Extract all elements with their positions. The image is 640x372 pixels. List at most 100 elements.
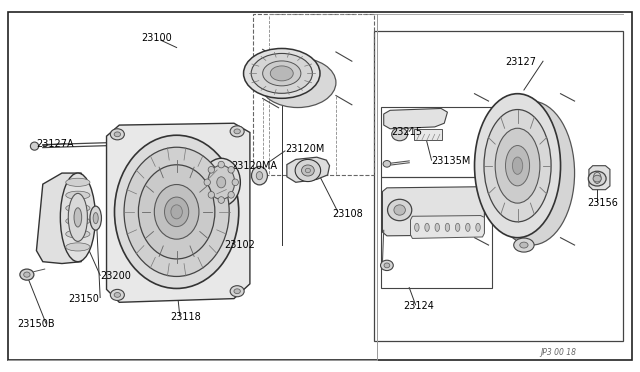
Ellipse shape: [259, 58, 336, 108]
Ellipse shape: [251, 54, 312, 93]
Text: 23127A: 23127A: [36, 138, 74, 148]
Ellipse shape: [262, 61, 301, 86]
Polygon shape: [384, 109, 447, 129]
Ellipse shape: [252, 166, 268, 185]
Ellipse shape: [466, 223, 470, 231]
Ellipse shape: [593, 172, 601, 183]
Text: 23127: 23127: [505, 57, 536, 67]
Ellipse shape: [60, 173, 95, 262]
Ellipse shape: [66, 243, 90, 251]
Ellipse shape: [506, 145, 529, 186]
Text: 23100: 23100: [141, 33, 172, 43]
Ellipse shape: [66, 204, 90, 212]
Ellipse shape: [90, 206, 101, 230]
Ellipse shape: [24, 272, 30, 277]
Ellipse shape: [593, 175, 602, 182]
Ellipse shape: [204, 179, 211, 186]
Ellipse shape: [164, 197, 189, 227]
Ellipse shape: [513, 157, 523, 174]
Ellipse shape: [110, 289, 124, 301]
Ellipse shape: [230, 126, 244, 137]
Ellipse shape: [495, 128, 540, 203]
Ellipse shape: [218, 197, 225, 203]
Ellipse shape: [228, 192, 234, 198]
Ellipse shape: [394, 205, 405, 215]
Ellipse shape: [66, 191, 90, 199]
Ellipse shape: [114, 132, 120, 137]
Bar: [253, 14, 374, 175]
Ellipse shape: [154, 185, 199, 239]
Ellipse shape: [218, 161, 225, 168]
Ellipse shape: [138, 165, 215, 259]
Polygon shape: [106, 123, 250, 302]
Ellipse shape: [305, 168, 310, 173]
Ellipse shape: [474, 94, 561, 238]
Ellipse shape: [435, 223, 440, 231]
Bar: [381, 107, 492, 177]
Ellipse shape: [208, 192, 214, 198]
Text: 23124: 23124: [403, 301, 434, 311]
Ellipse shape: [392, 128, 408, 141]
Ellipse shape: [66, 230, 90, 238]
Polygon shape: [383, 187, 484, 236]
Ellipse shape: [114, 292, 120, 297]
Ellipse shape: [425, 223, 429, 231]
Ellipse shape: [234, 289, 241, 294]
Ellipse shape: [415, 223, 419, 231]
Text: 23135M: 23135M: [431, 156, 471, 166]
Bar: [381, 177, 492, 288]
Ellipse shape: [171, 205, 182, 219]
Ellipse shape: [208, 166, 214, 173]
Text: 23108: 23108: [333, 209, 364, 219]
Ellipse shape: [270, 66, 293, 81]
Ellipse shape: [30, 142, 38, 150]
Ellipse shape: [232, 179, 239, 186]
Ellipse shape: [301, 165, 314, 176]
Ellipse shape: [228, 166, 234, 173]
Text: 23200: 23200: [100, 272, 131, 282]
Ellipse shape: [74, 208, 82, 227]
Polygon shape: [589, 166, 610, 190]
Ellipse shape: [66, 178, 90, 186]
Polygon shape: [287, 157, 330, 182]
Polygon shape: [36, 173, 88, 263]
Ellipse shape: [295, 160, 321, 182]
Text: 23150: 23150: [68, 294, 99, 304]
Ellipse shape: [217, 177, 226, 188]
Ellipse shape: [588, 171, 606, 186]
Ellipse shape: [384, 263, 390, 268]
Ellipse shape: [488, 101, 575, 245]
Text: 23102: 23102: [225, 240, 255, 250]
Polygon shape: [410, 215, 484, 238]
Ellipse shape: [514, 238, 534, 252]
Ellipse shape: [115, 135, 239, 288]
Ellipse shape: [388, 199, 412, 221]
Ellipse shape: [456, 223, 460, 231]
Ellipse shape: [234, 129, 241, 134]
Ellipse shape: [68, 193, 88, 241]
Ellipse shape: [124, 147, 229, 276]
Ellipse shape: [476, 223, 480, 231]
Ellipse shape: [93, 212, 99, 224]
Bar: [374, 31, 623, 341]
Ellipse shape: [110, 129, 124, 140]
Ellipse shape: [202, 158, 241, 206]
Text: JP3 00 18: JP3 00 18: [540, 349, 576, 357]
Ellipse shape: [381, 260, 394, 270]
Text: 23156: 23156: [588, 198, 618, 208]
Ellipse shape: [256, 171, 262, 180]
Text: 23120MA: 23120MA: [231, 161, 276, 171]
Ellipse shape: [20, 269, 34, 280]
Text: 23150B: 23150B: [17, 320, 55, 330]
Text: 23215: 23215: [392, 128, 422, 138]
Ellipse shape: [244, 48, 320, 98]
Ellipse shape: [66, 217, 90, 225]
Bar: [414, 129, 442, 140]
Ellipse shape: [109, 168, 117, 176]
Ellipse shape: [383, 161, 391, 167]
Ellipse shape: [484, 109, 551, 222]
Ellipse shape: [520, 242, 528, 248]
Ellipse shape: [230, 286, 244, 297]
Text: 23120M: 23120M: [285, 144, 324, 154]
Ellipse shape: [445, 223, 450, 231]
